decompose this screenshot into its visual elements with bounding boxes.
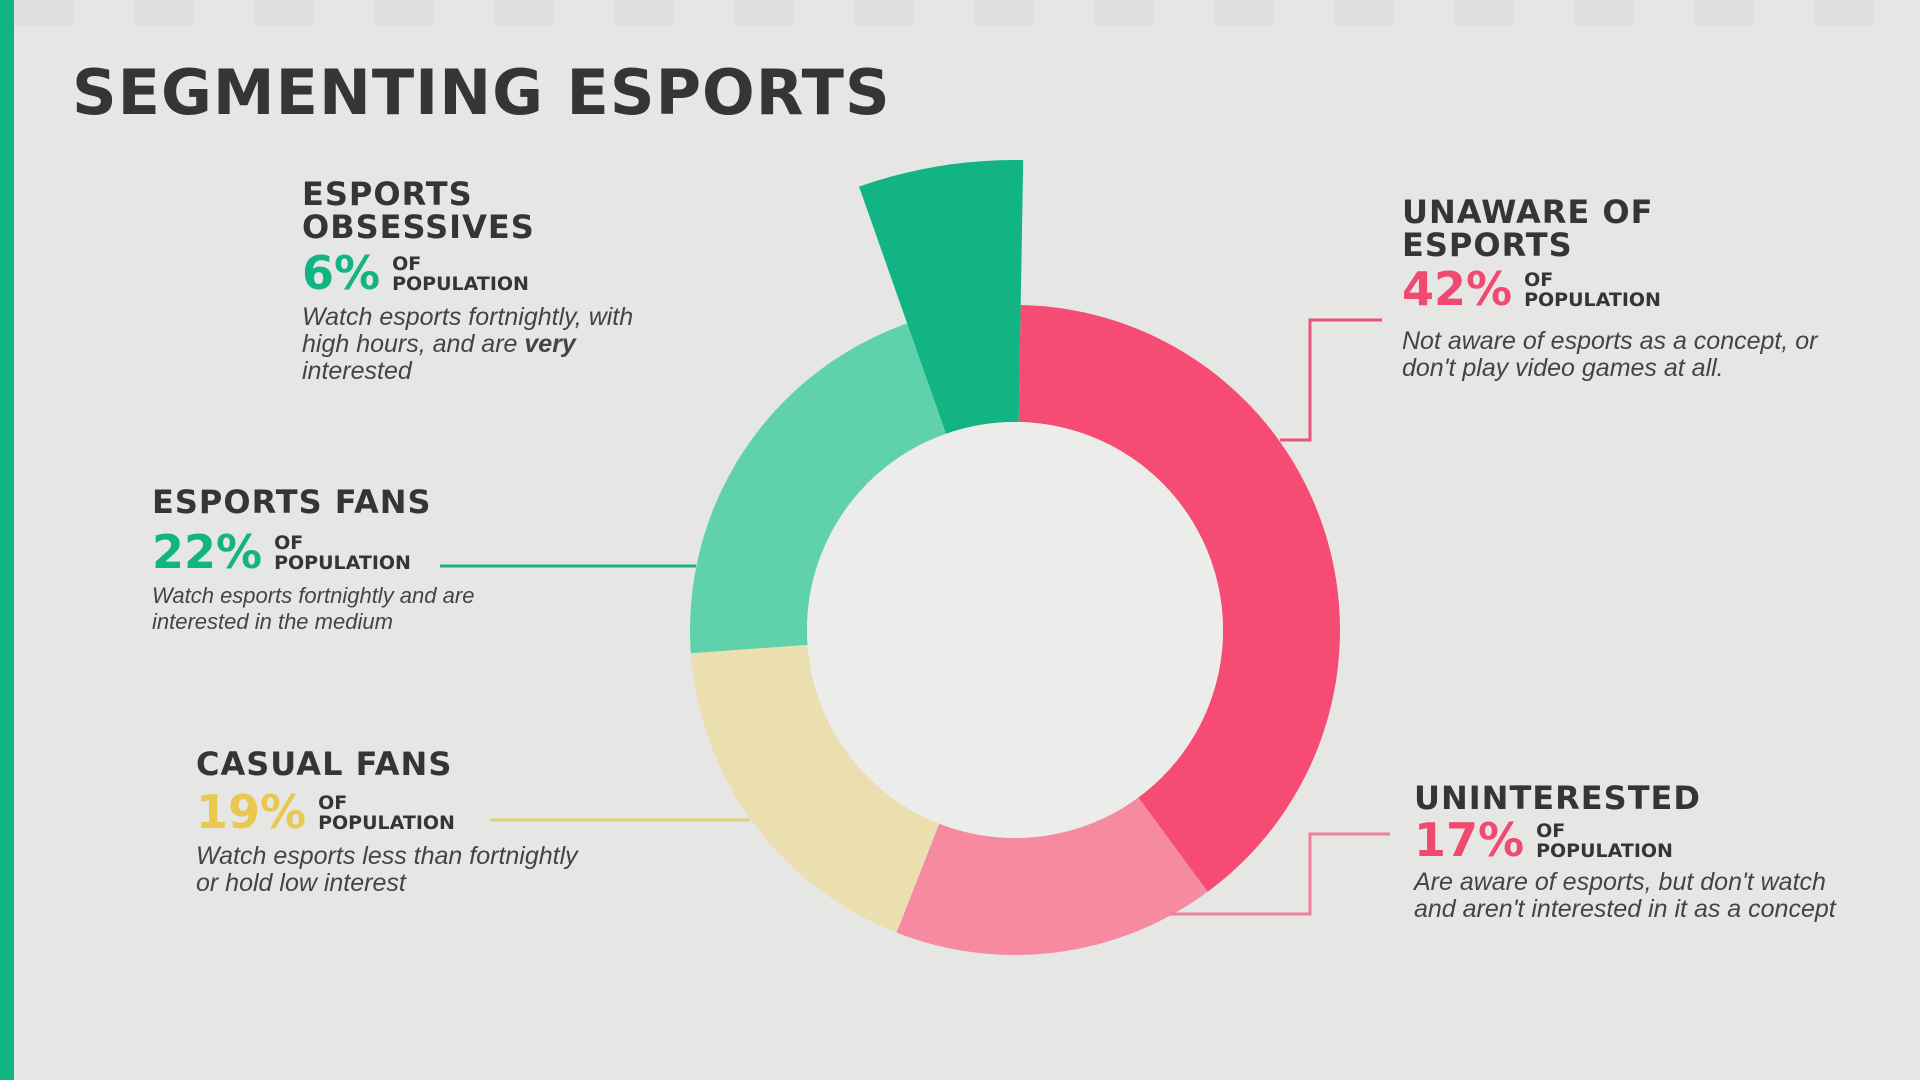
segment-unaware-pct: 42% [1402,262,1513,316]
segment-unaware: UNAWARE OF ESPORTS 42% OF POPULATION Not… [1402,196,1882,382]
population-label: OF POPULATION [1524,270,1661,312]
segment-uninterested-pct-row: 17% OF POPULATION [1414,817,1884,863]
segment-obsessives-desc-post: interested [302,357,412,385]
slice-unaware [1018,305,1341,892]
leader-lines [440,318,1390,916]
segment-obsessives-name-line2: OBSESSIVES [302,208,535,246]
segment-uninterested-name: UNINTERESTED [1414,779,1701,817]
of-label: OF [392,253,422,275]
segment-obsessives: ESPORTS OBSESSIVES 6% OF POPULATION Watc… [302,178,722,385]
segment-uninterested: UNINTERESTED 17% OF POPULATION Are aware… [1414,782,1884,923]
population-word: POPULATION [318,812,455,834]
segment-unaware-desc: Not aware of esports as a concept, or do… [1402,327,1818,382]
segment-obsessives-pct-row: 6% OF POPULATION [302,250,722,296]
segment-casual: CASUAL FANS 19% OF POPULATION Watch espo… [196,748,636,897]
segment-unaware-name-line1: UNAWARE OF [1402,193,1654,231]
population-label: OF POPULATION [318,793,455,835]
segment-casual-desc: Watch esports less than fortnightly or h… [196,842,578,897]
page-title: SEGMENTING ESPORTS [72,56,891,129]
of-label: OF [1524,269,1554,291]
slice-fans [690,323,946,654]
population-label: OF POPULATION [392,254,529,296]
segment-casual-pct: 19% [196,785,307,839]
segment-obsessives-name: ESPORTS OBSESSIVES [302,178,722,244]
segment-fans: ESPORTS FANS 22% OF POPULATION Watch esp… [152,486,572,635]
decorative-header-pattern [14,0,1920,26]
donut-hole [807,422,1223,838]
accent-strip [0,0,14,1080]
segment-fans-pct: 22% [152,525,263,579]
segment-obsessives-name-line1: ESPORTS [302,175,473,213]
segment-obsessives-desc: Watch esports fortnightly, with high hou… [302,304,682,385]
population-word: POPULATION [392,273,529,295]
segment-fans-desc: Watch esports fortnightly and are intere… [152,583,475,634]
segment-fans-name: ESPORTS FANS [152,483,432,521]
population-label: OF POPULATION [1536,821,1673,863]
population-word: POPULATION [1536,840,1673,862]
segment-unaware-name-line2: ESPORTS [1402,226,1573,264]
slice-uninterested [896,797,1208,956]
segment-obsessives-desc-bold: very [524,330,576,358]
slice-casual [690,644,940,933]
segment-uninterested-desc: Are aware of esports, but don't watch an… [1414,868,1836,923]
population-word: POPULATION [1524,289,1661,311]
segment-casual-pct-row: 19% OF POPULATION [196,789,636,835]
segment-obsessives-desc-pre: Watch esports fortnightly, with high hou… [302,303,634,358]
of-label: OF [318,792,348,814]
segment-unaware-pct-row: 42% OF POPULATION [1402,266,1882,312]
segment-fans-pct-row: 22% OF POPULATION [152,529,572,575]
segment-obsessives-pct: 6% [302,246,381,300]
segment-unaware-name: UNAWARE OF ESPORTS [1402,196,1882,262]
leader-line-uninterested [1170,832,1390,916]
segment-casual-name: CASUAL FANS [196,745,453,783]
of-label: OF [1536,820,1566,842]
segment-uninterested-pct: 17% [1414,813,1525,867]
slice-obsessives [859,159,1024,434]
donut-slices [690,159,1341,956]
population-word: POPULATION [274,552,411,574]
of-label: OF [274,532,304,554]
leader-line-unaware [1280,318,1382,442]
population-label: OF POPULATION [274,533,411,575]
